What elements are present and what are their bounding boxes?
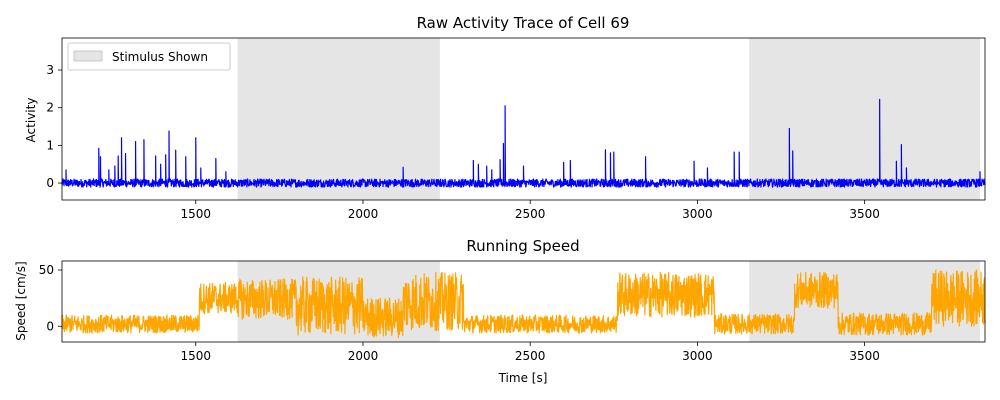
activity-panel: Raw Activity Trace of Cell 69 Activity 1… bbox=[24, 14, 986, 221]
activity-y-tick-label-1: 1 bbox=[46, 138, 54, 152]
speed-x-tick-label-0: 1500 bbox=[180, 349, 211, 363]
speed-series-line bbox=[61, 269, 986, 339]
activity-chart-title: Raw Activity Trace of Cell 69 bbox=[417, 14, 630, 32]
activity-x-tick-label-3: 3000 bbox=[682, 207, 713, 221]
activity-axes-frame bbox=[61, 37, 986, 201]
activity-y-tick-label-2: 2 bbox=[46, 101, 54, 115]
speed-y-axis-label: Speed [cm/s] bbox=[14, 261, 28, 340]
speed-panel: Running Speed Speed [cm/s] Time [s] 1500… bbox=[14, 237, 986, 385]
activity-trace bbox=[61, 98, 986, 188]
legend-label-stimulus: Stimulus Shown bbox=[112, 50, 208, 64]
legend-frame bbox=[67, 42, 231, 71]
speed-x-tick-label-2: 2500 bbox=[515, 349, 546, 363]
speed-axes: 1500 2000 2500 3000 3500 0 50 bbox=[39, 260, 986, 363]
activity-stimulus-regions bbox=[237, 38, 980, 200]
speed-x-axis-label: Time [s] bbox=[498, 371, 548, 385]
speed-x-tick-label-1: 2000 bbox=[348, 349, 379, 363]
activity-axes: 1500 2000 2500 3000 3500 0 1 2 3 bbox=[46, 37, 986, 221]
legend: Stimulus Shown bbox=[67, 42, 231, 71]
activity-x-tick-label-2: 2500 bbox=[515, 207, 546, 221]
speed-x-tick-label-4: 3500 bbox=[849, 349, 880, 363]
activity-y-tick-label-3: 3 bbox=[46, 63, 54, 77]
activity-y-axis-label: Activity bbox=[24, 98, 38, 143]
legend-swatch-stimulus bbox=[73, 50, 103, 62]
speed-trace bbox=[61, 269, 986, 339]
activity-x-tick-label-1: 2000 bbox=[348, 207, 379, 221]
speed-x-tick-label-3: 3000 bbox=[682, 349, 713, 363]
activity-x-tick-label-0: 1500 bbox=[180, 207, 211, 221]
activity-stimulus-region-1 bbox=[749, 38, 980, 200]
speed-chart-title: Running Speed bbox=[466, 237, 579, 255]
activity-x-tick-label-4: 3500 bbox=[849, 207, 880, 221]
speed-y-tick-label-1: 50 bbox=[39, 263, 54, 277]
speed-axes-frame bbox=[61, 260, 986, 343]
speed-y-tick-label-0: 0 bbox=[46, 319, 54, 333]
activity-stimulus-region-0 bbox=[237, 38, 440, 200]
activity-series-line bbox=[61, 98, 986, 188]
activity-y-tick-label-0: 0 bbox=[46, 176, 54, 190]
